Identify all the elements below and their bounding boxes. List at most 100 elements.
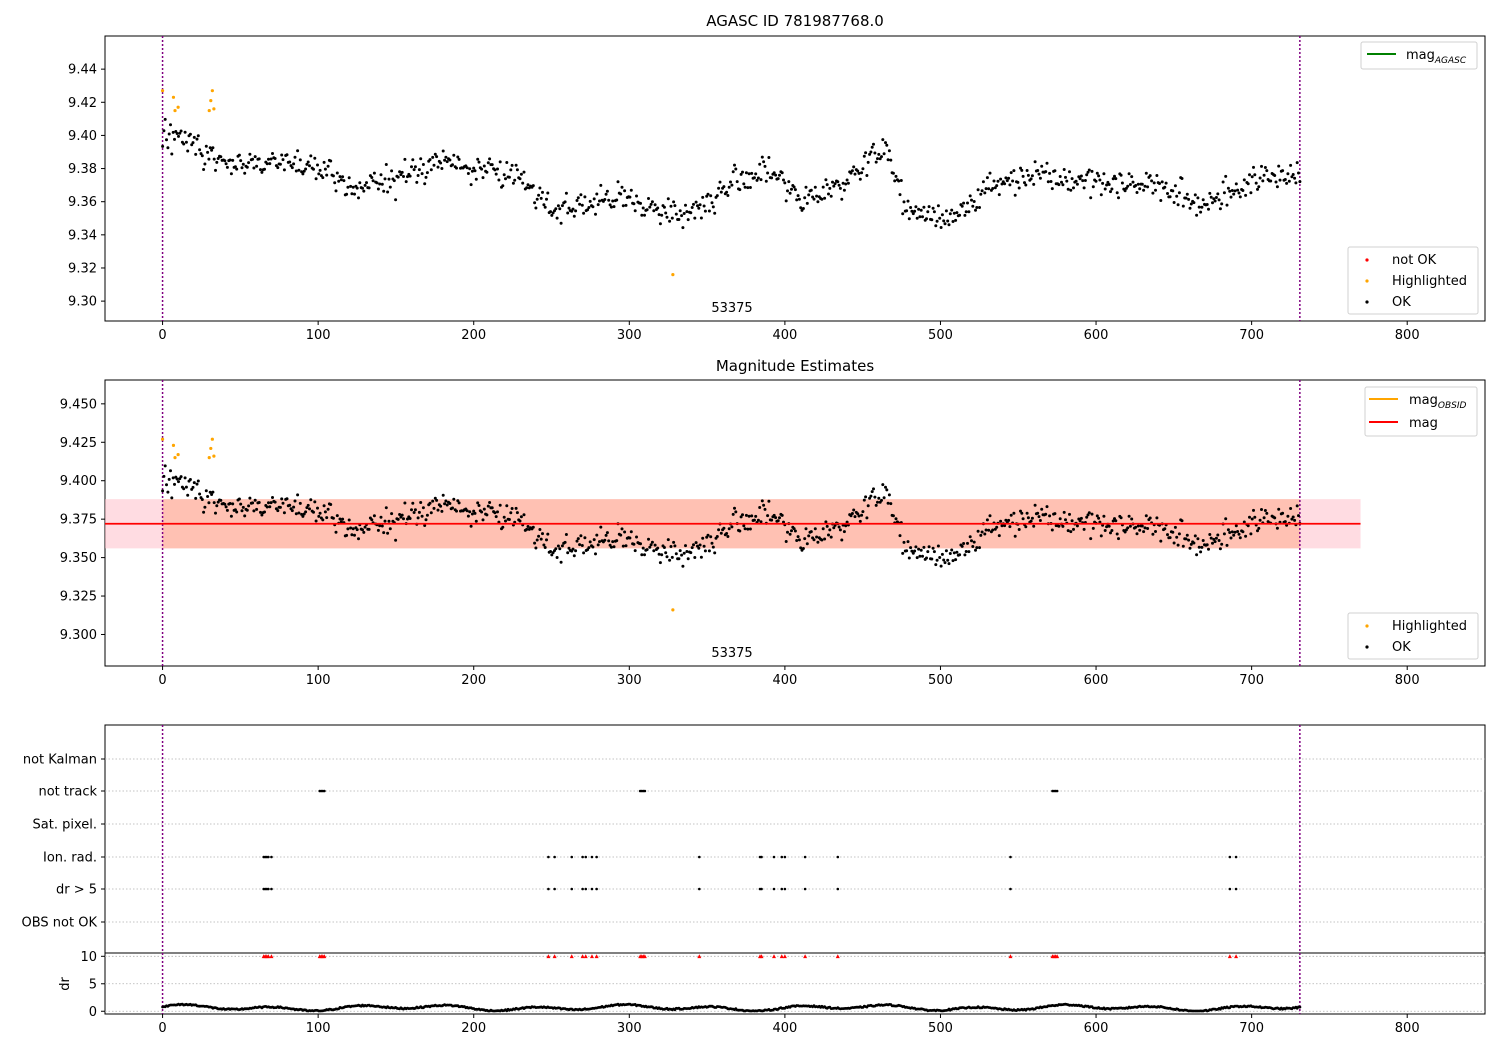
p1-ok-point [444, 155, 448, 159]
p1-ok-point [1090, 169, 1094, 173]
p1-ok-point [952, 211, 956, 215]
p2-ok-point [1069, 530, 1073, 534]
p1-ok-point [813, 185, 817, 189]
p1-ok-point [978, 206, 981, 209]
p1-ok-point [559, 221, 563, 225]
p1-ok-point [257, 157, 261, 161]
p1-ok-point [278, 162, 282, 166]
p2-ok-point [898, 534, 902, 538]
p2-ok-point [177, 480, 180, 484]
p1-ok-point [1275, 185, 1279, 189]
p2-ok-point [632, 542, 636, 546]
p2-ok-point [915, 556, 919, 560]
p1-ytick-label: 9.36 [68, 195, 97, 210]
p2-ok-point [1097, 516, 1101, 520]
p2-ok-point [170, 496, 174, 500]
p1-ok-point [616, 180, 620, 184]
p1-ok-point [845, 178, 849, 182]
p1-ytick-label: 9.38 [68, 162, 97, 177]
p2-ok-point [423, 524, 427, 527]
p1-ok-point [1072, 186, 1075, 190]
p1-ok-point [979, 192, 983, 196]
p1-ok-point [829, 194, 833, 198]
p1-ok-point [803, 196, 807, 200]
p1-ok-point [595, 192, 599, 196]
p2-ok-point [498, 503, 502, 507]
p1-ok-point [440, 167, 444, 170]
p2-ok-point [502, 515, 506, 519]
p1-ok-point [473, 169, 477, 173]
p1-ok-point [891, 171, 895, 175]
p2-ok-point [263, 510, 266, 514]
p2-ok-point [591, 545, 595, 549]
p1-ok-point [259, 168, 262, 172]
p2-ok-point [874, 503, 878, 507]
p2-ok-point [435, 498, 439, 502]
p1-ok-point [292, 162, 296, 166]
legend-marker-not-ok [1365, 258, 1369, 262]
p1-ok-point [1097, 174, 1101, 178]
p2-ok-point [905, 549, 909, 553]
p1-ok-point [1286, 172, 1290, 176]
legend-marker-highlighted-2 [1365, 624, 1369, 628]
p1-ok-point [208, 146, 212, 150]
p1-xtick-label: 200 [461, 328, 486, 343]
p2-ok-point [346, 527, 350, 531]
p2-ok-point [1188, 546, 1192, 550]
p2-ok-point [1184, 537, 1188, 541]
p1-ok-point [334, 189, 338, 193]
p2-ok-point [1218, 547, 1222, 551]
p1-ok-point [619, 192, 623, 196]
p2-ok-point [412, 511, 416, 514]
flag-point [547, 855, 550, 859]
p1-ok-point [1177, 191, 1181, 195]
p1-ok-point [1294, 181, 1298, 185]
p1-highlighted-point [207, 108, 211, 113]
p1-ok-point [914, 205, 918, 209]
p1-ok-point [997, 193, 1001, 197]
p1-ok-point [1115, 191, 1119, 195]
p1-ok-point [746, 186, 750, 190]
p1-highlighted-point [176, 105, 180, 109]
p1-ok-point [298, 158, 302, 162]
p2-ok-point [563, 540, 567, 544]
p1-ok-point [1209, 195, 1213, 199]
p1-ok-point [243, 171, 247, 175]
p1-ok-point [546, 191, 550, 195]
p1-ok-point [787, 180, 791, 184]
p1-ok-point [1111, 177, 1115, 181]
flag-point [783, 887, 787, 891]
p2-ok-point [832, 526, 836, 530]
p2-ok-point [429, 511, 433, 515]
p2-ok-point [184, 485, 188, 489]
p1-ok-point [525, 186, 529, 190]
p2-ok-point [762, 503, 766, 507]
p1-ok-point [734, 167, 738, 171]
p1-ok-point [1233, 189, 1237, 193]
p2-ok-point [955, 550, 959, 554]
p2-ok-point [1225, 543, 1229, 547]
p2-ok-point [278, 505, 282, 509]
dr-capped-marker [1234, 954, 1239, 959]
p1-ok-point [980, 189, 984, 193]
p2-ok-point [1175, 535, 1179, 539]
p2-ok-point [326, 507, 330, 511]
p1-ok-point [1237, 191, 1241, 195]
legend-label-ok: OK [1392, 295, 1411, 310]
p1-ok-point [410, 165, 413, 169]
p1-ok-point [703, 209, 707, 213]
p2-ok-point [566, 551, 570, 555]
p1-ok-point [910, 209, 914, 213]
p1-ok-point [899, 179, 903, 182]
p2-ok-point [350, 533, 354, 537]
p1-ok-point [1075, 182, 1079, 186]
p1-ok-point [342, 179, 346, 183]
p1-ok-point [1298, 180, 1302, 184]
p1-ok-point [926, 210, 930, 214]
p2-ok-point [906, 540, 910, 544]
p2-ok-point [162, 474, 166, 478]
p1-ok-point [196, 134, 200, 138]
flag-point [783, 855, 787, 859]
flag-point [772, 855, 776, 859]
p1-ok-point [805, 201, 809, 205]
